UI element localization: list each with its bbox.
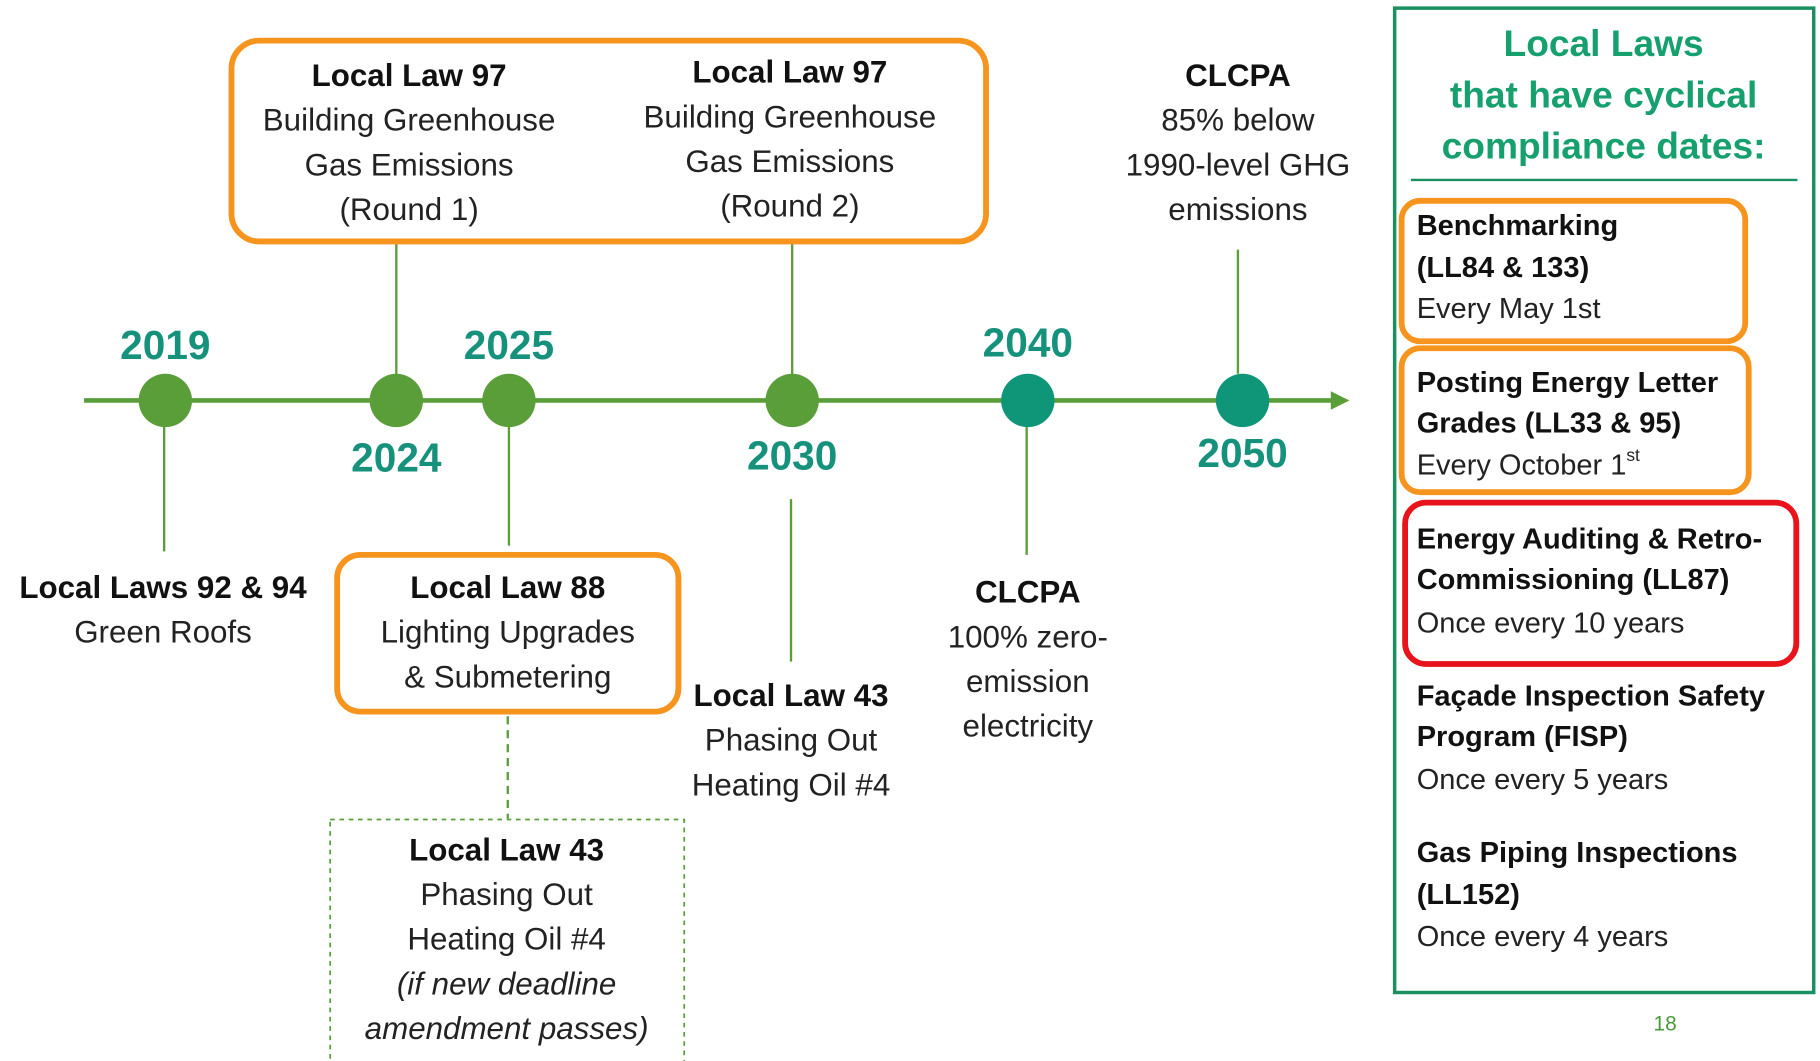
item-name: Façade Inspection Safety bbox=[1417, 680, 1765, 712]
year-label: 2030 bbox=[747, 432, 837, 478]
note-line: Building Greenhouse bbox=[644, 99, 937, 134]
year-label: 2024 bbox=[351, 435, 442, 481]
item-schedule: Once every 4 years bbox=[1417, 921, 1669, 953]
schedule-sup: st bbox=[1626, 445, 1640, 465]
timeline-dot bbox=[765, 373, 819, 428]
item-name: Benchmarking bbox=[1417, 210, 1619, 242]
item-schedule: Every May 1st bbox=[1417, 293, 1601, 325]
item-name: Grades (LL33 & 95) bbox=[1417, 408, 1681, 440]
item-box bbox=[1398, 345, 1752, 496]
schedule-text: Once every 4 years bbox=[1417, 921, 1669, 953]
note-title: Local Law 43 bbox=[409, 832, 604, 867]
note-line: 1990-level GHG bbox=[1126, 147, 1351, 182]
note-line: emission bbox=[966, 664, 1090, 699]
note-title: Local Laws 92 & 94 bbox=[19, 570, 307, 605]
note-condition: (if new deadline bbox=[397, 966, 616, 1001]
timeline-dot bbox=[138, 373, 193, 428]
conditional-box bbox=[329, 818, 686, 1061]
item-name: (LL152) bbox=[1417, 879, 1520, 911]
timeline-dot bbox=[1001, 373, 1055, 428]
sidebar-frame bbox=[1392, 6, 1816, 995]
note-title: Local Law 43 bbox=[694, 678, 889, 713]
ll97-box bbox=[228, 37, 989, 245]
item-schedule: Every October 1st bbox=[1417, 445, 1640, 482]
item-box bbox=[1402, 499, 1800, 667]
note-line: Gas Emissions bbox=[305, 147, 514, 182]
note-line: Heating Oil #4 bbox=[407, 922, 606, 957]
note-title: CLCPA bbox=[1185, 58, 1291, 93]
note-condition: amendment passes) bbox=[365, 1011, 649, 1046]
item-name: Gas Piping Inspections bbox=[1417, 837, 1738, 869]
note-line: emissions bbox=[1168, 192, 1307, 227]
sidebar-title: compliance dates: bbox=[1442, 124, 1766, 166]
note-title: Local Law 88 bbox=[410, 570, 605, 605]
timeline-dot bbox=[369, 373, 424, 428]
year-label: 2040 bbox=[983, 320, 1073, 366]
note-title: Local Law 97 bbox=[312, 58, 507, 93]
item-schedule: Once every 10 years bbox=[1417, 607, 1685, 639]
year-label: 2025 bbox=[464, 322, 554, 368]
note-line: 85% below bbox=[1161, 103, 1315, 138]
note-line: (Round 1) bbox=[339, 192, 478, 227]
note-line: Building Greenhouse bbox=[263, 103, 556, 138]
note-line: Phasing Out bbox=[420, 877, 593, 912]
sidebar-title: that have cyclical bbox=[1450, 73, 1757, 115]
note-line: Gas Emissions bbox=[685, 144, 894, 179]
timeline-arrow bbox=[1330, 391, 1350, 410]
note-line: & Submetering bbox=[404, 659, 611, 694]
note-line: Phasing Out bbox=[705, 723, 878, 758]
item-name: Energy Auditing & Retro- bbox=[1417, 524, 1763, 556]
note-title: Local Law 97 bbox=[692, 55, 887, 90]
item-name: (LL84 & 133) bbox=[1417, 252, 1590, 284]
note-line: electricity bbox=[963, 709, 1094, 744]
schedule-text: Once every 5 years bbox=[1417, 764, 1669, 796]
schedule-text: Once every 10 years bbox=[1417, 607, 1685, 639]
schedule-text: Every October 1 bbox=[1417, 449, 1627, 481]
note-line: Green Roofs bbox=[74, 615, 252, 650]
year-label: 2019 bbox=[120, 322, 210, 368]
note-title: CLCPA bbox=[975, 575, 1081, 610]
sidebar-title: Local Laws bbox=[1504, 22, 1704, 64]
note-line: (Round 2) bbox=[720, 189, 859, 224]
schedule-text: Every May 1st bbox=[1417, 293, 1601, 325]
page-number: 18 bbox=[1654, 1013, 1677, 1036]
timeline-dot bbox=[1215, 373, 1270, 428]
ll88-box bbox=[334, 551, 682, 715]
item-name: Commissioning (LL87) bbox=[1417, 564, 1730, 596]
note-line: 100% zero- bbox=[948, 619, 1108, 654]
timeline-dot bbox=[482, 373, 536, 428]
item-name: Posting Energy Letter bbox=[1417, 367, 1719, 399]
item-box bbox=[1398, 197, 1749, 345]
note-line: Heating Oil #4 bbox=[692, 767, 891, 802]
year-label: 2050 bbox=[1197, 430, 1287, 476]
item-schedule: Once every 5 years bbox=[1417, 764, 1669, 796]
item-name: Program (FISP) bbox=[1417, 721, 1628, 753]
note-line: Lighting Upgrades bbox=[381, 615, 635, 650]
